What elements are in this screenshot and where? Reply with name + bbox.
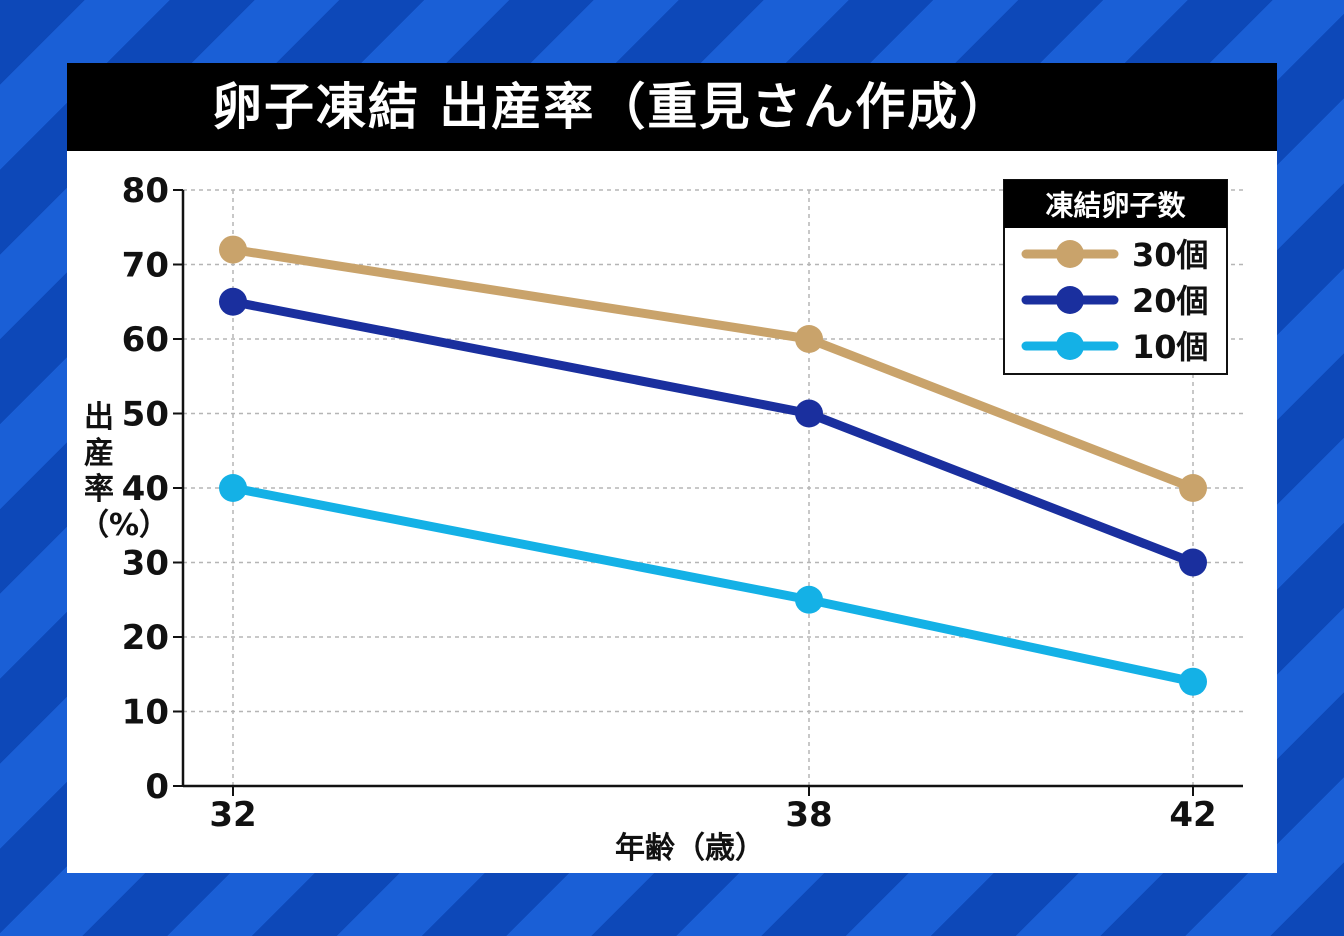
- legend-swatch-marker: [1056, 332, 1084, 360]
- data-point: [219, 474, 247, 502]
- y-tick-label: 40: [122, 469, 169, 509]
- legend-swatch-marker: [1056, 286, 1084, 314]
- chart-title: 卵子凍結 出産率（重見さん作成）: [67, 63, 1277, 151]
- data-point: [795, 585, 823, 614]
- x-tick-label: 42: [1169, 795, 1216, 835]
- data-point: [219, 235, 247, 264]
- data-point: [795, 399, 823, 428]
- legend-label: 10個: [1132, 328, 1209, 366]
- y-tick-label: 30: [122, 544, 169, 584]
- data-point: [219, 287, 247, 316]
- x-tick-label: 38: [785, 795, 832, 835]
- y-tick-label: 20: [122, 618, 169, 658]
- x-tick-label: 32: [209, 795, 256, 835]
- legend-swatch-marker: [1056, 240, 1084, 268]
- data-point: [1179, 667, 1207, 696]
- data-point: [1179, 548, 1207, 577]
- legend-label: 30個: [1132, 236, 1209, 274]
- y-tick-label: 60: [122, 320, 169, 360]
- y-axis-label: 出産率（%）: [79, 400, 169, 543]
- legend-title: 凍結卵子数: [1045, 189, 1186, 222]
- y-tick-label: 50: [122, 395, 169, 435]
- data-point: [1179, 474, 1207, 502]
- data-point: [795, 325, 823, 353]
- y-tick-label: 0: [145, 767, 169, 807]
- legend-header: [1004, 180, 1227, 228]
- y-tick-label: 80: [122, 171, 169, 211]
- legend-label: 20個: [1132, 282, 1209, 320]
- y-tick-label: 70: [122, 246, 169, 286]
- x-axis-label: 年齢（歳）: [615, 831, 765, 866]
- y-tick-label: 10: [122, 693, 169, 733]
- series-line-3: [228, 483, 1198, 687]
